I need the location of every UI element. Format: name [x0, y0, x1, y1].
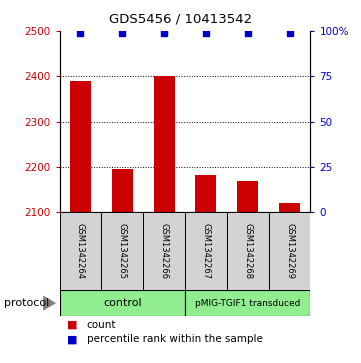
Text: pMIG-TGIF1 transduced: pMIG-TGIF1 transduced: [195, 299, 300, 307]
Polygon shape: [43, 295, 56, 311]
Text: GSM1342265: GSM1342265: [118, 223, 127, 280]
Bar: [237, 180, 258, 212]
Text: GSM1342264: GSM1342264: [76, 223, 85, 280]
Text: GSM1342267: GSM1342267: [201, 223, 210, 280]
Text: ■: ■: [67, 334, 77, 344]
Text: GDS5456 / 10413542: GDS5456 / 10413542: [109, 13, 252, 26]
Bar: [195, 175, 216, 212]
Bar: [154, 76, 175, 212]
Text: protocol: protocol: [4, 298, 49, 308]
Text: control: control: [103, 298, 142, 308]
Text: GSM1342266: GSM1342266: [160, 223, 169, 280]
Bar: [70, 81, 91, 212]
Bar: [60, 290, 185, 316]
Bar: [101, 212, 143, 290]
Bar: [60, 212, 101, 290]
Bar: [185, 290, 310, 316]
Bar: [227, 212, 269, 290]
Text: ■: ■: [67, 320, 77, 330]
Bar: [279, 203, 300, 212]
Text: GSM1342268: GSM1342268: [243, 223, 252, 280]
Bar: [185, 212, 227, 290]
Bar: [143, 212, 185, 290]
Text: GSM1342269: GSM1342269: [285, 223, 294, 280]
Text: count: count: [87, 320, 116, 330]
Bar: [269, 212, 310, 290]
Text: percentile rank within the sample: percentile rank within the sample: [87, 334, 262, 344]
Bar: [112, 169, 133, 212]
